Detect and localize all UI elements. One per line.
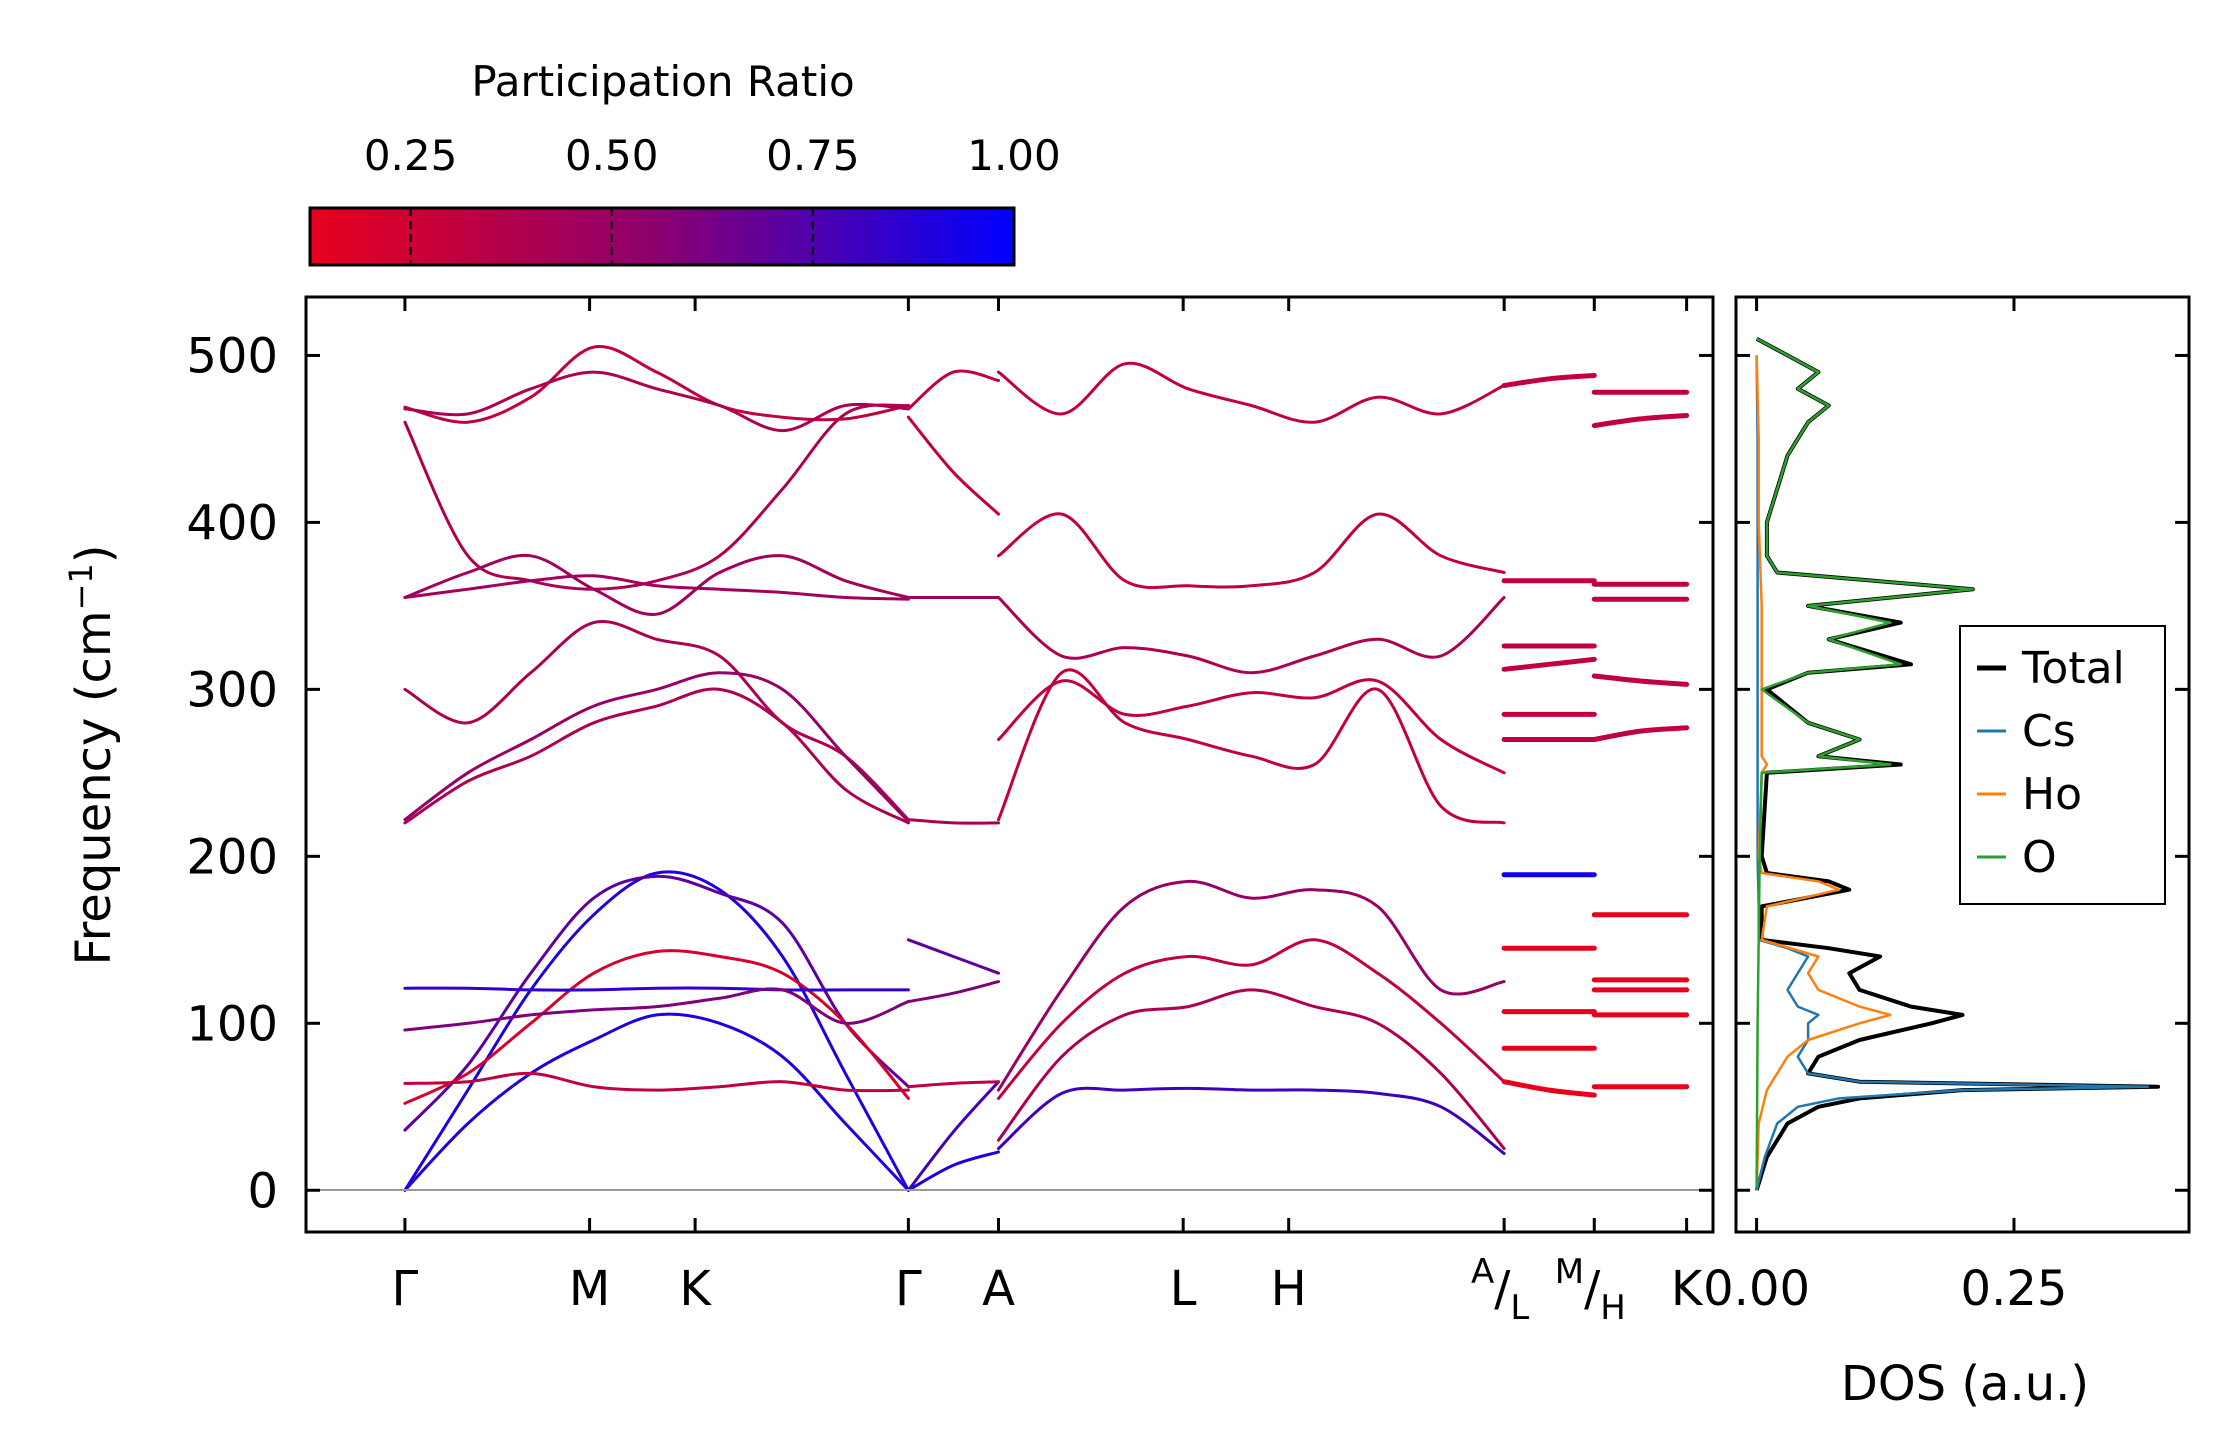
k-label: K	[679, 1261, 712, 1317]
phonon-band	[1591, 673, 1690, 687]
band-structure-panel: 0 100 200 300 400 500 Γ M K Γ A L H A/L M/H K Frequenc…	[62, 295, 1715, 1328]
phonon-band	[403, 403, 910, 591]
colorbar: Participation Ratio 0.25 0.50 0.75 1.00	[308, 57, 1061, 267]
phonon-band	[997, 988, 1506, 1150]
phonon-band	[1591, 413, 1690, 429]
phonon-band	[403, 1071, 910, 1093]
phonon-band	[906, 980, 1000, 1004]
band-frame	[304, 295, 1715, 1234]
phonon-band	[997, 879, 1506, 1092]
phonon-band	[1501, 373, 1597, 388]
phonon-band	[997, 938, 1506, 1100]
phonon-band	[906, 1150, 1000, 1192]
y-tick-label: 500	[186, 328, 278, 384]
dos-series-ho	[1755, 355, 1892, 1191]
y-tick-label: 0	[247, 1163, 278, 1219]
phonon-band	[403, 574, 910, 601]
dos-legend: Total Cs Ho O	[1959, 625, 2166, 905]
k-label: M	[569, 1261, 610, 1317]
phonon-band	[403, 1012, 910, 1192]
legend-label: O	[2022, 832, 2057, 883]
k-label: H	[1271, 1261, 1307, 1317]
phonon-band	[997, 596, 1506, 675]
k-label: K	[1671, 1261, 1704, 1317]
band-segment	[997, 361, 1506, 1155]
phonon-band	[403, 671, 910, 823]
phonon-band	[403, 620, 910, 822]
phonon-band	[403, 345, 910, 424]
phonon-band	[997, 1086, 1506, 1155]
y-tick-label: 300	[186, 662, 278, 718]
legend-label: Cs	[2022, 706, 2076, 757]
band-lines	[403, 345, 1690, 1192]
colorbar-tick-label: 0.50	[565, 131, 659, 180]
k-label: L	[1170, 1261, 1197, 1317]
phonon-band	[403, 870, 910, 1192]
k-label: A/L	[1471, 1252, 1529, 1328]
colorbar-tick-label: 0.25	[364, 131, 458, 180]
phonon-band	[906, 1080, 1000, 1089]
phonon-band	[997, 512, 1506, 590]
phonon-band	[906, 369, 1000, 411]
colorbar-tick-label: 0.75	[766, 131, 860, 180]
colorbar-title: Participation Ratio	[471, 57, 854, 106]
dos-axis-label: DOS (a.u.)	[1841, 1356, 2089, 1412]
frequency-axis-label: Frequency (cm−1)	[62, 544, 122, 965]
dos-panel: 0.00 0.25 DOS (a.u.) Total Cs Ho O	[1703, 295, 2191, 1412]
phonon-band	[997, 668, 1506, 825]
phonon-band	[403, 949, 910, 1105]
colorbar-ticks: 0.25 0.50 0.75 1.00	[364, 131, 1061, 265]
phonon-band	[997, 361, 1506, 424]
band-segment	[1501, 373, 1597, 1098]
colorbar-tick-label: 1.00	[967, 131, 1061, 180]
phonon-band	[1591, 725, 1690, 742]
legend-label: Ho	[2022, 769, 2082, 820]
dos-x-tick-label: 0.25	[1961, 1261, 2068, 1317]
phonon-band	[906, 1080, 1000, 1192]
band-segment	[403, 345, 910, 1192]
kpath-axis: Γ M K Γ A L H A/L M/H K	[392, 297, 1704, 1328]
dos-lines	[1754, 336, 2161, 1191]
k-label: A	[982, 1261, 1015, 1317]
k-label: Γ	[392, 1261, 419, 1317]
phonon-band	[403, 987, 910, 1032]
k-label: M/H	[1555, 1252, 1626, 1328]
phonon-band	[403, 370, 910, 433]
band-segment	[1591, 389, 1690, 1090]
band-segment	[906, 369, 1000, 1192]
legend-label: Total	[2021, 643, 2125, 694]
phonon-band	[403, 874, 910, 1132]
phonon-band	[1501, 656, 1597, 672]
phonon-band	[403, 553, 910, 616]
dos-frame	[1734, 295, 2191, 1234]
dos-x-tick-label: 0.00	[1703, 1261, 1810, 1317]
dos-series-o	[1755, 337, 1975, 1191]
frequency-axis: 0 100 200 300 400 500	[186, 328, 1713, 1219]
dos-axis: 0.00 0.25	[1703, 297, 2189, 1317]
phonon-band	[403, 986, 910, 992]
phonon-band	[403, 687, 910, 825]
y-tick-label: 100	[186, 996, 278, 1052]
colorbar-gradient	[308, 206, 1016, 267]
y-tick-label: 400	[186, 495, 278, 551]
phonon-band	[906, 938, 1000, 975]
k-label: Γ	[895, 1261, 922, 1317]
dos-series-cs	[1755, 355, 2150, 1191]
phonon-band	[906, 415, 1000, 516]
y-tick-label: 200	[186, 829, 278, 885]
phonon-band	[906, 818, 1000, 825]
phonon-band	[1501, 1079, 1597, 1098]
phonon-band	[997, 678, 1506, 775]
